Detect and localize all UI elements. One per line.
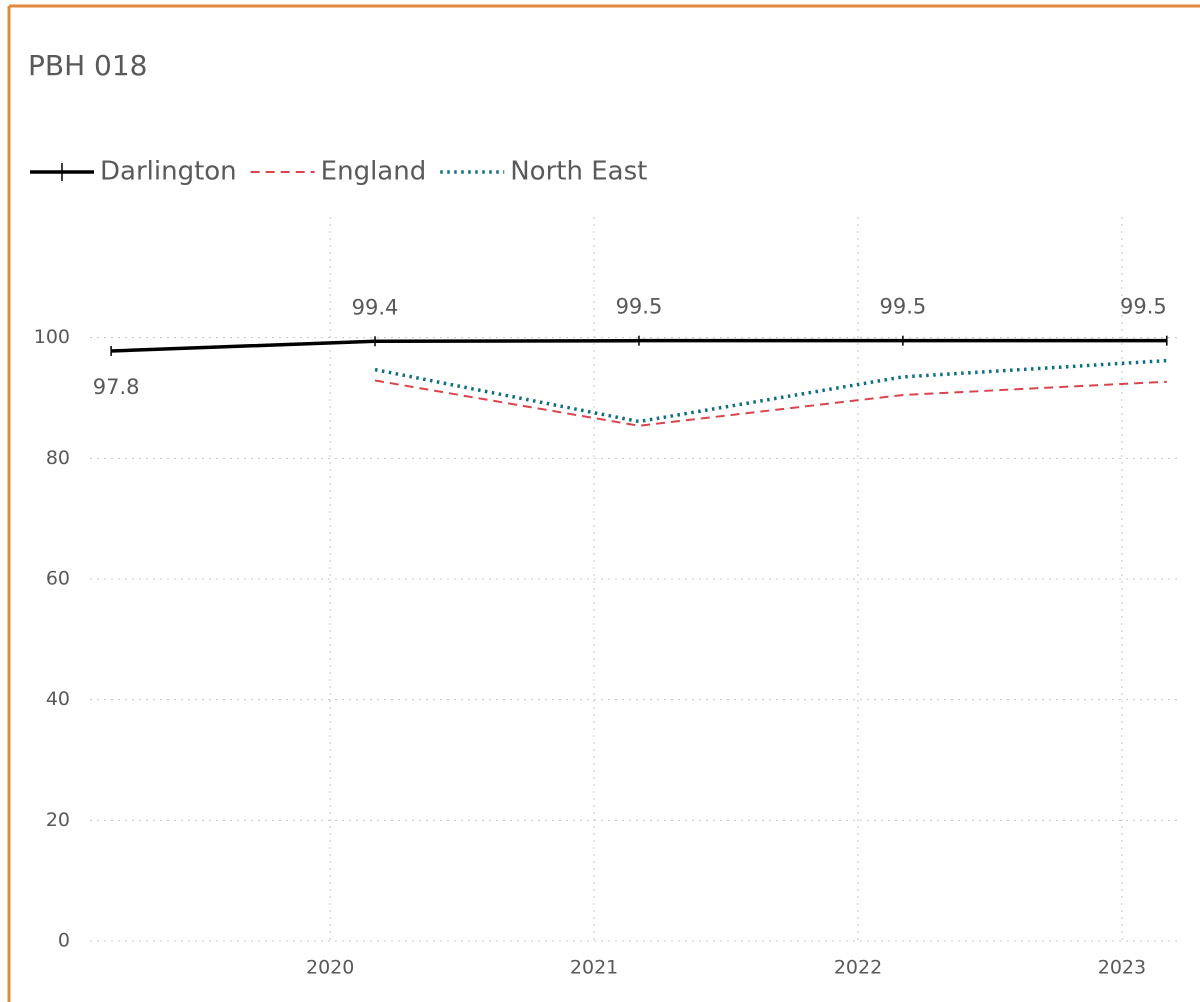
data-label: 99.5	[879, 295, 926, 319]
series-line	[374, 358, 1167, 424]
y-tick-label: 80	[46, 447, 70, 469]
x-tick-label: 2020	[306, 957, 354, 979]
y-tick-label: 100	[34, 326, 70, 348]
data-label: 99.4	[352, 295, 399, 319]
y-tick-label: 60	[46, 568, 70, 590]
legend-label: England	[321, 157, 427, 187]
y-tick-label: 40	[46, 688, 70, 710]
chart-title: PBH 018	[28, 49, 148, 82]
x-tick-label: 2022	[834, 957, 882, 979]
y-tick-label: 0	[58, 930, 70, 952]
series-line	[374, 379, 1167, 427]
data-label: 99.5	[1120, 295, 1167, 319]
x-tick-label: 2023	[1098, 957, 1146, 979]
y-tick-label: 20	[46, 809, 70, 831]
data-label: 97.8	[93, 375, 140, 399]
legend-label: North East	[510, 157, 647, 187]
x-tick-label: 2021	[570, 957, 618, 979]
legend-label: Darlington	[100, 157, 237, 187]
data-label: 99.5	[616, 295, 663, 319]
